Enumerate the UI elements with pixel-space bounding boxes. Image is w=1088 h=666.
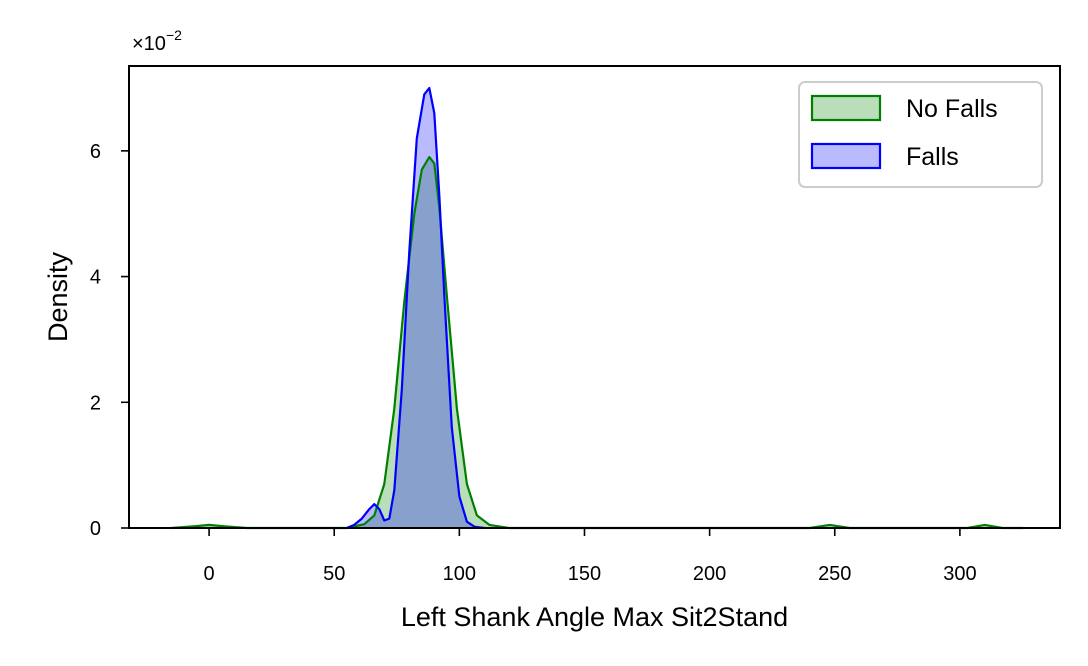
x-tick-label: 100 bbox=[443, 563, 476, 585]
y-axis-label: Density bbox=[43, 251, 73, 342]
series-line-0 bbox=[171, 156, 1023, 530]
series-area-1 bbox=[346, 88, 485, 528]
legend-label: No Falls bbox=[906, 95, 998, 123]
legend: No Falls Falls bbox=[798, 81, 1043, 188]
series-line-1 bbox=[346, 86, 485, 530]
legend-swatch bbox=[810, 94, 882, 122]
x-tick-label: 250 bbox=[818, 563, 851, 585]
x-axis-label: Left Shank Angle Max Sit2Stand bbox=[401, 602, 788, 632]
y-scale-multiplier: ×10−2 bbox=[132, 27, 182, 55]
x-tick-label: 300 bbox=[943, 563, 976, 585]
x-axis-ticks: 0 50 100 150 200 250 300 bbox=[204, 528, 977, 585]
y-tick-label: 0 bbox=[90, 518, 101, 540]
x-tick-label: 150 bbox=[568, 563, 601, 585]
legend-label: Falls bbox=[906, 143, 959, 171]
legend-swatch bbox=[810, 142, 882, 170]
axes-frame bbox=[128, 65, 1061, 529]
legend-box bbox=[798, 81, 1043, 188]
y-tick-label: 6 bbox=[90, 141, 101, 163]
y-tick-label: 2 bbox=[90, 392, 101, 414]
y-axis-ticks: 0 2 4 6 bbox=[90, 141, 129, 540]
series-area-0 bbox=[171, 157, 1023, 528]
x-tick-label: 0 bbox=[204, 563, 215, 585]
x-tick-label: 50 bbox=[323, 563, 345, 585]
x-tick-label: 200 bbox=[693, 563, 726, 585]
y-tick-label: 4 bbox=[90, 267, 101, 289]
